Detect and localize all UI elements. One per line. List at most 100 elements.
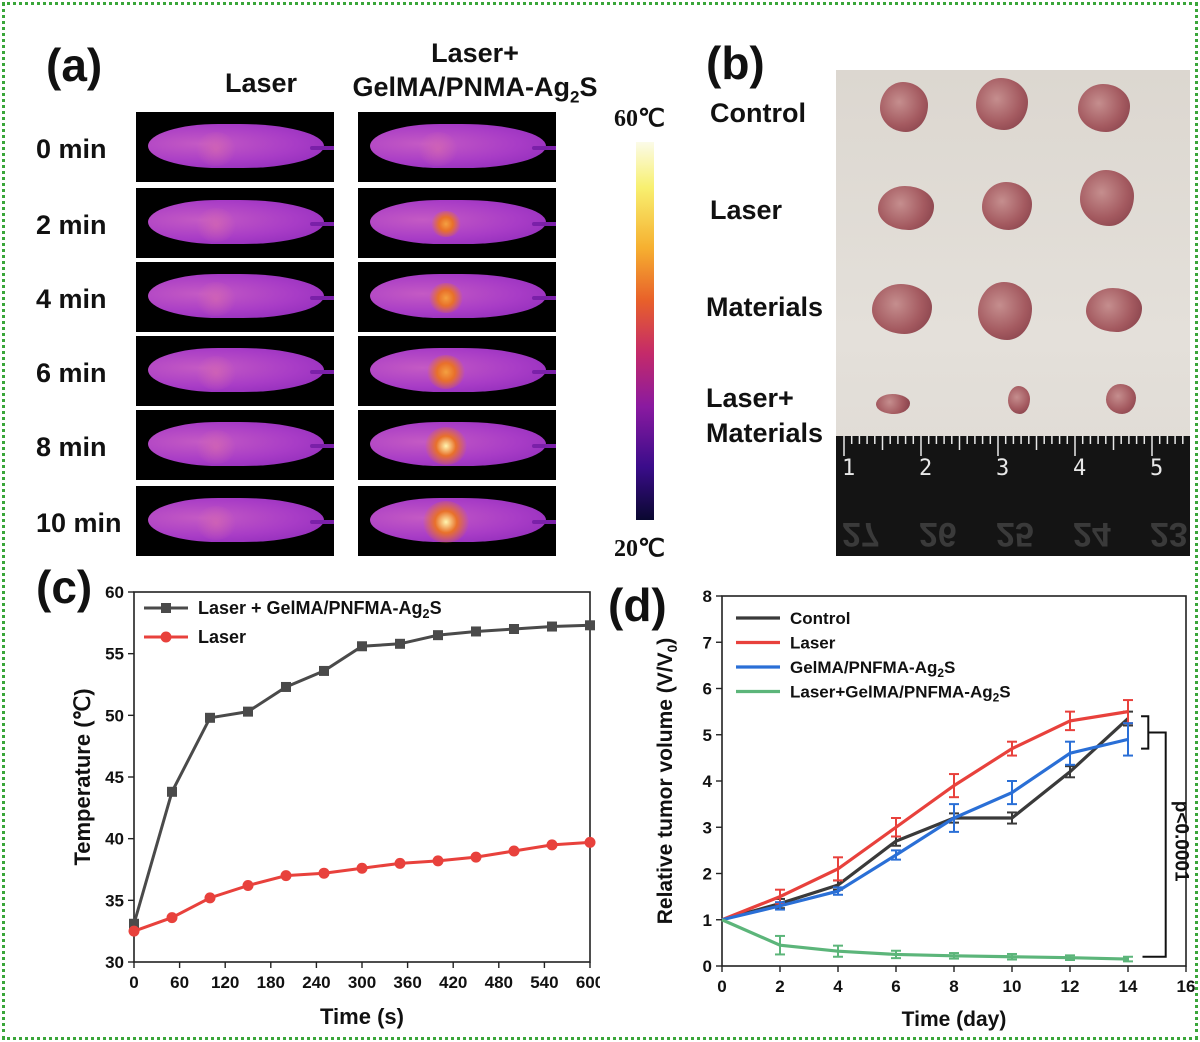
y-tick-label: 30 (105, 953, 124, 972)
x-tick-label: 2 (775, 977, 784, 996)
data-point (547, 621, 557, 632)
y-tick-label: 0 (703, 957, 712, 976)
tumor-combo-1 (876, 394, 910, 414)
time-row-label: 10 min (36, 508, 122, 538)
tumor-laser-3 (1080, 170, 1134, 226)
legend-label-main: Laser (198, 627, 246, 647)
tumor-laser-1 (878, 186, 934, 230)
series-line (133, 840, 591, 933)
legend-marker (160, 631, 172, 643)
legend-marker (161, 603, 171, 613)
tumor-control-3 (1078, 84, 1130, 132)
x-tick-label: 420 (439, 973, 467, 992)
col-label-main: GelMA/PNMA-Ag (352, 72, 571, 102)
legend-label-main: Laser + GelMA/PNFMA-Ag (198, 598, 423, 618)
thermal-image-combo (358, 336, 556, 406)
tumor-materials-1 (872, 284, 932, 334)
col-label-end: S (579, 72, 598, 102)
data-point (281, 681, 291, 692)
hotspot (196, 208, 236, 242)
ruler-cm-number: 27 (842, 515, 880, 553)
data-point (433, 630, 443, 641)
hotspot (426, 354, 466, 390)
column-label-laser-material: Laser+ GelMA/PNMA-Ag2S (330, 36, 620, 114)
thermal-image-combo (358, 188, 556, 258)
legend-label-main: Control (790, 609, 850, 628)
y-axis-label-end: ) (654, 638, 677, 645)
thermal-image-combo (358, 262, 556, 332)
legend-label: Laser+GelMA/PNFMA-Ag2S (790, 683, 1011, 705)
data-point (508, 845, 520, 857)
y-axis-label-main: Relative tumor volume (V/V (654, 652, 677, 924)
data-point (546, 839, 558, 851)
series-line (721, 918, 1129, 961)
hotspot (196, 282, 236, 316)
time-row-label: 6 min (36, 358, 107, 388)
panel-b-label: (b) (706, 37, 765, 89)
ruler-cm-number: 23 (1150, 515, 1188, 553)
legend-label: Laser (198, 627, 246, 647)
legend-label-end: S (944, 658, 955, 677)
data-point (470, 851, 482, 863)
mouse-silhouette (148, 274, 334, 318)
colorbar-max-label: 60℃ (614, 106, 665, 132)
y-tick-label: 8 (703, 587, 712, 606)
data-point (280, 870, 292, 882)
x-tick-label: 10 (1003, 977, 1022, 996)
thermal-image-laser (136, 262, 334, 332)
legend-label: GelMA/PNFMA-Ag2S (790, 658, 955, 680)
legend-label-main: Laser+GelMA/PNFMA-Ag (790, 683, 993, 702)
y-axis-label: Temperature (℃) (70, 688, 95, 865)
x-tick-label: 0 (717, 977, 726, 996)
thermal-image-laser (136, 486, 334, 556)
x-tick-label: 60 (170, 973, 189, 992)
x-tick-label: 12 (1061, 977, 1080, 996)
mouse-silhouette (148, 124, 334, 168)
y-tick-label: 55 (105, 645, 124, 664)
panel-a-label: (a) (46, 39, 103, 91)
mouse-silhouette (148, 200, 334, 244)
y-tick-label: 60 (105, 583, 124, 602)
data-point (585, 620, 595, 631)
colorbar-min-label: 20℃ (614, 536, 665, 562)
x-tick-label: 16 (1177, 977, 1196, 996)
mouse-silhouette (148, 498, 334, 542)
ruler-number: 4 (1073, 456, 1087, 481)
y-tick-label: 3 (703, 818, 712, 837)
ruler-cm-number: 25 (996, 515, 1034, 553)
y-tick-label: 40 (105, 830, 124, 849)
y-tick-label: 4 (703, 772, 713, 791)
data-point (319, 665, 329, 676)
y-axis-label: Relative tumor volume (V/V0) (654, 638, 680, 925)
series-line (132, 623, 591, 925)
y-tick-label: 1 (703, 911, 712, 930)
data-point (318, 867, 330, 879)
tumor-materials-2 (978, 282, 1032, 340)
mouse-silhouette (370, 124, 556, 168)
hotspot (196, 506, 236, 540)
x-tick-label: 360 (393, 973, 421, 992)
x-tick-label: 180 (257, 973, 285, 992)
y-tick-label: 5 (703, 726, 712, 745)
hotspot (424, 427, 468, 465)
significance-bracket-small (1141, 715, 1150, 750)
col-label-sub: 2 (570, 87, 580, 107)
legend-label-main: GelMA/PNFMA-Ag (790, 658, 937, 677)
x-tick-label: 600 (576, 973, 600, 992)
time-row-label: 4 min (36, 284, 107, 314)
data-point (128, 925, 140, 937)
x-tick-label: 240 (302, 973, 330, 992)
significance-bracket (1142, 731, 1167, 958)
x-tick-label: 540 (530, 973, 558, 992)
ruler-number: 3 (996, 456, 1010, 481)
ruler-number: 2 (919, 456, 933, 481)
x-tick-label: 0 (129, 973, 138, 992)
series-line (721, 717, 1130, 922)
thermal-image-combo (358, 486, 556, 556)
x-axis-label: Time (s) (320, 1004, 404, 1029)
data-point (167, 786, 177, 797)
mouse-silhouette (148, 422, 334, 466)
ruler-number: 1 (842, 456, 856, 481)
tumor-combo-3 (1106, 384, 1136, 414)
